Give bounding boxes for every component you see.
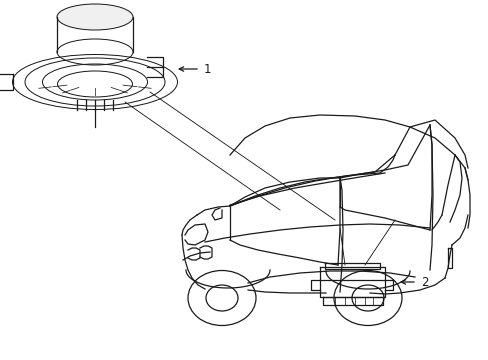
Text: 2: 2 [420,275,427,288]
Ellipse shape [57,4,133,30]
Text: 1: 1 [203,63,211,76]
